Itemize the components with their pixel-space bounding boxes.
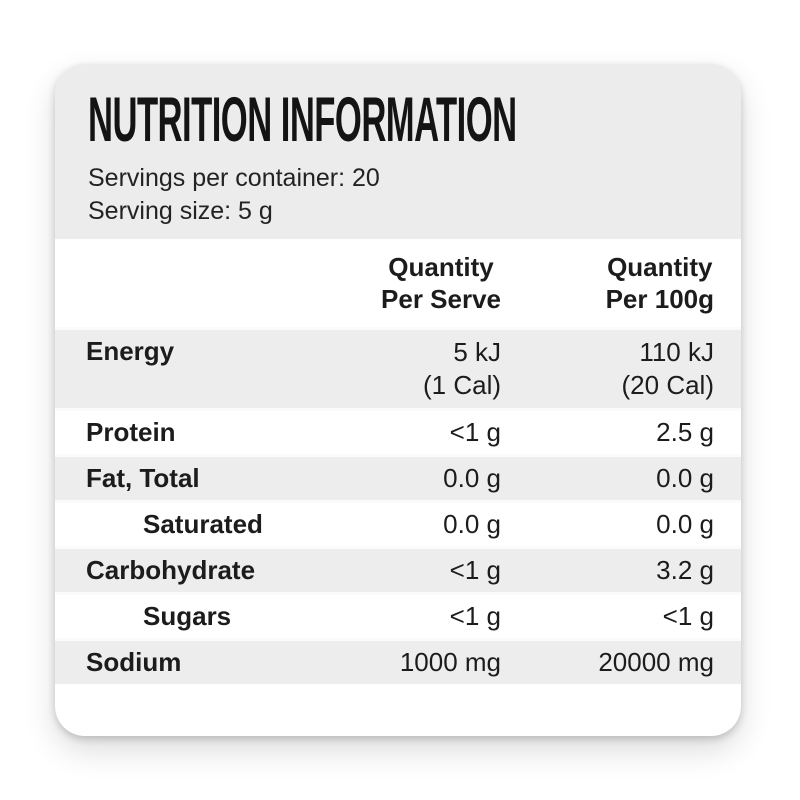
per-serve-value: <1 g — [355, 546, 501, 594]
table-row-sugars: Sugars <1 g <1 g — [55, 592, 741, 640]
nutrient-column-header — [55, 239, 355, 329]
per-serve-header-line1: Quantity — [388, 252, 494, 282]
table-row-sodium: Sodium 1000 mg 20000 mg — [55, 638, 741, 684]
table-row-fat-total: Fat, Total 0.0 g 0.0 g — [55, 454, 741, 502]
per-serve-value: 0.0 g — [355, 500, 501, 548]
value-line: (1 Cal) — [422, 370, 501, 400]
table-row-protein: Protein <1 g 2.5 g — [55, 408, 741, 456]
per-100g-value: 0.0 g — [501, 454, 741, 502]
nutrient-label: Carbohydrate — [55, 546, 355, 594]
value-line: 5 kJ — [453, 337, 501, 367]
value-line: 110 kJ — [639, 337, 714, 367]
per-serve-column-header: Quantity Per Serve — [355, 239, 501, 329]
table-header-row: Quantity Per Serve Quantity Per 100g — [55, 239, 741, 329]
nutrient-label: Sodium — [55, 638, 355, 684]
per-100g-column-header: Quantity Per 100g — [501, 239, 741, 329]
per-serve-value: 0.0 g — [355, 454, 501, 502]
per-100g-value: 110 kJ (20 Cal) — [501, 327, 741, 410]
nutrient-label: Saturated — [55, 500, 355, 548]
per-100g-value: 2.5 g — [501, 408, 741, 456]
nutrient-label: Sugars — [55, 592, 355, 640]
label-title: NUTRITION INFORMATION — [88, 85, 517, 155]
nutrition-table: Quantity Per Serve Quantity Per 100g Ene… — [55, 239, 741, 684]
per-serve-value: <1 g — [355, 592, 501, 640]
serving-info: Servings per container: 20 Serving size:… — [88, 162, 741, 228]
value-line: (20 Cal) — [621, 370, 714, 400]
servings-per-container-text: Servings per container: 20 — [88, 164, 380, 192]
per-serve-header-line2: Per Serve — [381, 284, 501, 314]
per-100g-header-line2: Per 100g — [605, 284, 714, 314]
nutrient-label: Protein — [55, 408, 355, 456]
per-serve-value: 1000 mg — [355, 638, 501, 684]
per-serve-value: 5 kJ (1 Cal) — [355, 327, 501, 410]
per-100g-value: 0.0 g — [501, 500, 741, 548]
nutrient-label: Fat, Total — [55, 454, 355, 502]
nutrition-label-card: NUTRITION INFORMATION Servings per conta… — [55, 64, 741, 736]
per-100g-value: 3.2 g — [501, 546, 741, 594]
nutrient-label: Energy — [55, 327, 355, 410]
per-100g-value: 20000 mg — [501, 638, 741, 684]
table-row-saturated: Saturated 0.0 g 0.0 g — [55, 500, 741, 548]
serving-size-text: Serving size: 5 g — [88, 197, 273, 225]
table-row-energy: Energy 5 kJ (1 Cal) 110 kJ (20 Cal) — [55, 327, 741, 410]
per-100g-value: <1 g — [501, 592, 741, 640]
per-100g-header-line1: Quantity — [607, 252, 713, 282]
label-header-section: NUTRITION INFORMATION Servings per conta… — [55, 64, 741, 239]
table-row-carbohydrate: Carbohydrate <1 g 3.2 g — [55, 546, 741, 594]
per-serve-value: <1 g — [355, 408, 501, 456]
